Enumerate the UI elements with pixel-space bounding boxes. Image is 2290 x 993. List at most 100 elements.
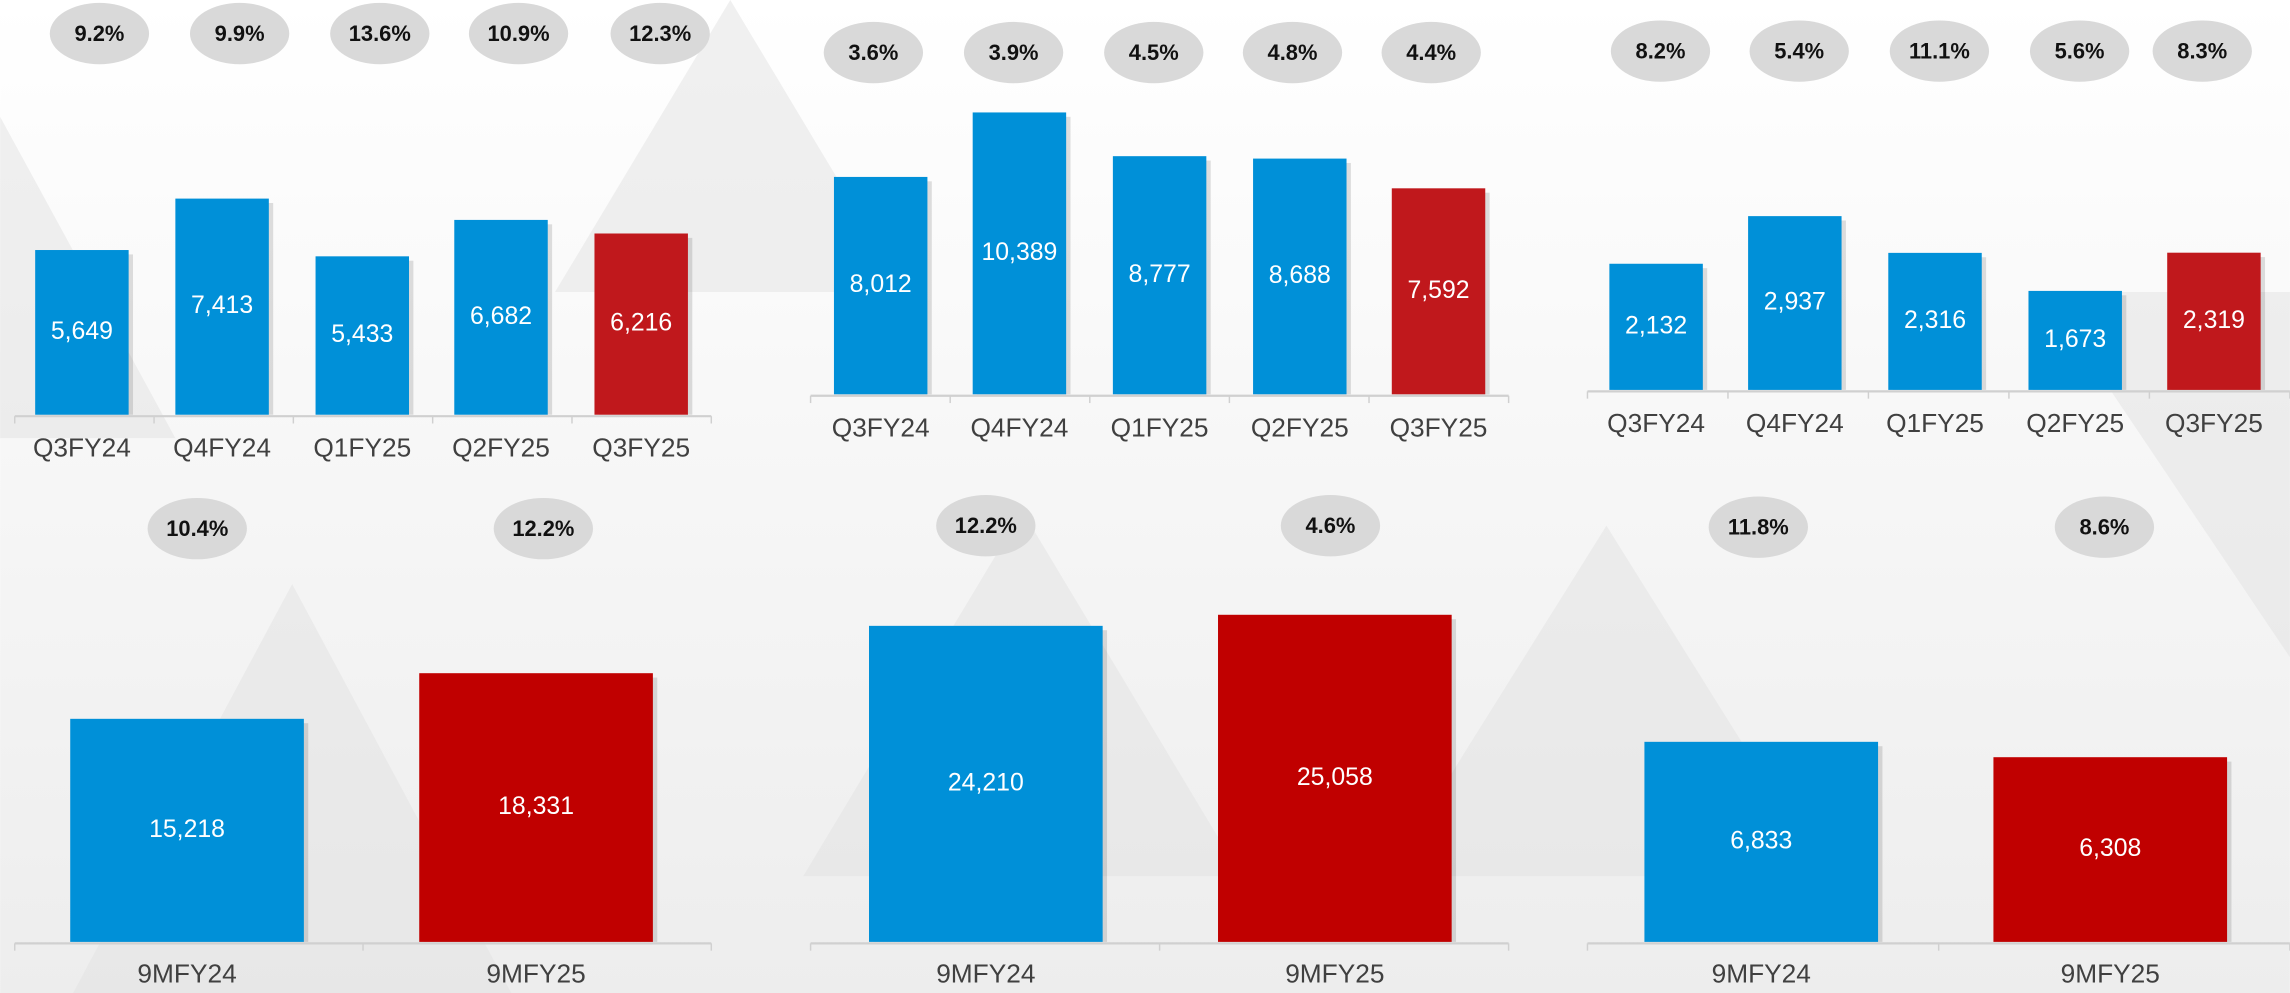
- bar: [454, 219, 548, 415]
- x-tick-label: Q3FY25: [1390, 412, 1488, 442]
- x-tick-label: 9MFY24: [137, 958, 236, 988]
- margin-pill: [610, 2, 710, 65]
- margin-label: 4.5%: [1129, 40, 1179, 65]
- x-tick-label: Q4FY24: [1746, 408, 1844, 438]
- value-label: 8,777: [1129, 261, 1191, 288]
- margin-label: 12.3%: [629, 21, 691, 46]
- margin-pill: [147, 497, 247, 560]
- value-label: 10,389: [981, 239, 1057, 266]
- margin-pill: [189, 2, 290, 65]
- margin-label: 8.2%: [1636, 38, 1686, 63]
- bar: [35, 250, 129, 415]
- x-tick-label: Q4FY24: [173, 433, 271, 463]
- bar: [1609, 263, 1703, 390]
- margin-label: 5.6%: [2055, 38, 2105, 63]
- margin-label: 4.8%: [1268, 40, 1318, 65]
- value-label: 8,688: [1269, 262, 1331, 289]
- x-tick-label: Q3FY25: [592, 433, 690, 463]
- x-tick-label: Q1FY25: [1886, 408, 1984, 438]
- margin-pill: [2152, 20, 2252, 82]
- margin-label: 13.6%: [349, 21, 411, 46]
- bar: [1644, 741, 1879, 942]
- margin-pill: [2029, 20, 2130, 82]
- bar: [833, 176, 928, 395]
- x-tick-label: Q3FY24: [1607, 408, 1705, 438]
- bar: [1218, 614, 1452, 942]
- value-label: 7,413: [191, 292, 253, 319]
- bar: [1112, 156, 1207, 395]
- x-tick-label: Q4FY24: [971, 412, 1069, 442]
- x-tick-label: 9MFY24: [1712, 958, 1811, 988]
- value-label: 18,331: [498, 793, 574, 820]
- x-tick-label: 9MFY25: [1285, 958, 1384, 988]
- margin-pill: [468, 2, 569, 65]
- value-label: 2,937: [1764, 289, 1826, 316]
- margin-pill: [330, 2, 430, 65]
- margin-label: 9.2%: [74, 21, 124, 46]
- value-label: 5,433: [331, 321, 393, 348]
- bar: [1748, 216, 1842, 390]
- value-label: 6,833: [1730, 827, 1792, 854]
- value-label: 6,216: [610, 310, 672, 337]
- bar: [70, 718, 304, 942]
- x-tick-label: Q1FY25: [1111, 412, 1209, 442]
- margin-label: 8.6%: [2079, 514, 2129, 539]
- margin-pill: [1242, 21, 1343, 84]
- bar: [1993, 757, 2228, 942]
- value-label: 5,649: [51, 318, 113, 345]
- bar: [315, 256, 410, 415]
- margin-pill: [1889, 20, 1990, 82]
- margin-label: 11.8%: [1728, 514, 1789, 539]
- margin-label: 12.2%: [955, 513, 1017, 538]
- x-tick-label: Q2FY25: [2026, 408, 2124, 438]
- value-label: 2,132: [1625, 312, 1687, 339]
- margin-pill: [1610, 20, 1711, 82]
- bar: [2028, 290, 2122, 390]
- x-tick-label: 9MFY24: [936, 958, 1035, 988]
- value-label: 1,673: [2044, 326, 2106, 353]
- x-tick-label: Q3FY24: [33, 433, 131, 463]
- x-tick-label: Q3FY25: [2165, 408, 2263, 438]
- value-label: 15,218: [149, 816, 225, 843]
- margin-pill: [1708, 496, 1808, 558]
- margin-label: 3.9%: [989, 40, 1039, 65]
- margin-pill: [1749, 20, 1849, 82]
- bar: [869, 625, 1103, 942]
- value-label: 8,012: [850, 271, 912, 298]
- margin-label: 11.1%: [1909, 38, 1970, 63]
- x-tick-label: Q3FY24: [832, 412, 930, 442]
- margin-label: 4.4%: [1406, 40, 1456, 65]
- bar: [1888, 252, 1982, 390]
- x-tick-label: 9MFY25: [2061, 958, 2160, 988]
- value-label: 6,682: [470, 303, 532, 330]
- bar: [175, 198, 269, 415]
- value-label: 2,319: [2183, 307, 2245, 334]
- value-label: 7,592: [1407, 277, 1469, 304]
- margin-label: 10.4%: [166, 516, 228, 541]
- value-label: 25,058: [1297, 764, 1373, 791]
- bar: [1253, 158, 1347, 395]
- x-tick-label: Q1FY25: [313, 433, 411, 463]
- margin-pill: [936, 495, 1036, 557]
- margin-pill: [493, 497, 594, 560]
- margin-pill: [1280, 495, 1381, 557]
- margin-pill: [1104, 21, 1204, 84]
- x-tick-label: Q2FY25: [452, 433, 550, 463]
- margin-pill: [823, 21, 924, 84]
- bar: [972, 112, 1067, 395]
- margin-pill: [49, 2, 150, 65]
- margin-label: 12.2%: [512, 516, 574, 541]
- margin-pill: [2054, 496, 2155, 558]
- margin-label: 5.4%: [1774, 38, 1824, 63]
- margin-pill: [963, 21, 1064, 84]
- value-label: 24,210: [948, 769, 1024, 796]
- margin-label: 3.6%: [848, 40, 898, 65]
- x-tick-label: Q2FY25: [1251, 412, 1349, 442]
- bar: [594, 233, 688, 415]
- bar: [1391, 188, 1486, 395]
- margin-pill: [1381, 21, 1481, 84]
- margin-label: 8.3%: [2177, 38, 2227, 63]
- bar: [419, 673, 653, 942]
